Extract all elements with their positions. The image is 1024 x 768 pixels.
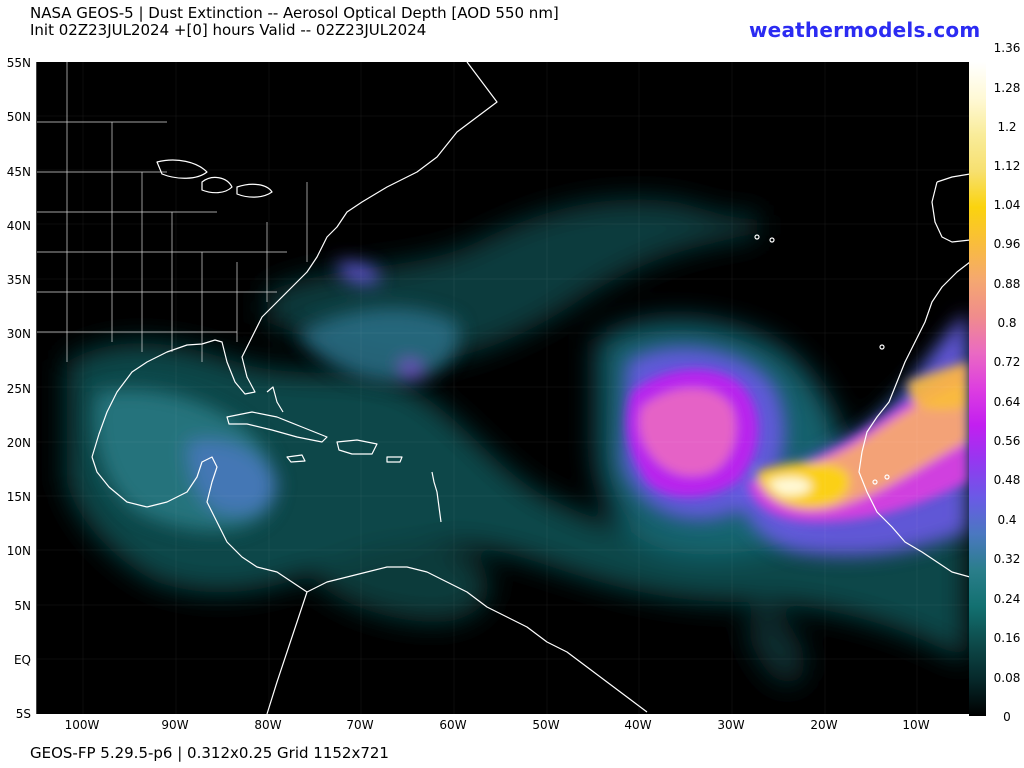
colorbar-label-0.4: 0.4 [997,513,1017,527]
colorbar-label-1.36: 1.36 [993,41,1021,55]
colorbar-label-0: 0 [1003,710,1011,724]
lat-label-20n: 20N [6,436,31,450]
lat-label-40n: 40N [6,219,31,233]
dust-aod-map [36,62,970,714]
lon-label-30w: 30W [717,718,745,732]
colorbar-label-1.28: 1.28 [993,81,1021,95]
colorbar-label-0.64: 0.64 [993,395,1021,409]
lat-label-5n: 5N [14,599,31,613]
colorbar-label-0.56: 0.56 [993,434,1021,448]
brand-link[interactable]: weathermodels.com [749,18,981,42]
lat-label-55n: 55N [6,56,31,70]
lat-label-10n: 10N [6,544,31,558]
lat-label-eq: EQ [13,653,31,667]
colorbar-label-0.16: 0.16 [993,631,1021,645]
colorbar-label-0.32: 0.32 [993,552,1021,566]
lon-label-70w: 70W [346,718,374,732]
colorbar-label-1.2: 1.2 [997,120,1017,134]
lon-label-10w: 10W [902,718,930,732]
map-canvas [37,62,970,714]
colorbar-label-0.24: 0.24 [993,592,1021,606]
colorbar-label-1.12: 1.12 [993,159,1021,173]
colorbar-label-0.8: 0.8 [997,316,1017,330]
aod-colorbar [969,62,986,716]
lat-label-35n: 35N [6,273,31,287]
colorbar-label-1.04: 1.04 [993,198,1021,212]
lat-label-25n: 25N [6,382,31,396]
graticule [37,62,970,714]
coastlines [91,62,970,714]
colorbar-label-0.88: 0.88 [993,277,1021,291]
colorbar-label-0.96: 0.96 [993,237,1021,251]
state-borders [37,62,308,362]
map-title: NASA GEOS-5 | Dust Extinction -- Aerosol… [30,4,559,22]
lat-label-15n: 15N [6,490,31,504]
colorbar-label-0.08: 0.08 [993,671,1021,685]
lat-label-50n: 50N [6,110,31,124]
lon-label-60w: 60W [439,718,467,732]
lon-label-100w: 100W [64,718,100,732]
lon-label-20w: 20W [810,718,838,732]
model-info-footer: GEOS-FP 5.29.5-p6 | 0.312x0.25 Grid 1152… [30,744,389,762]
lon-label-50w: 50W [532,718,560,732]
lat-label-5s: 5S [15,707,31,721]
colorbar-gradient [969,62,986,716]
lat-label-45n: 45N [6,165,31,179]
colorbar-label-0.48: 0.48 [993,473,1021,487]
dust-plume-high [627,362,967,522]
map-valid-time: Init 02Z23JUL2024 +[0] hours Valid -- 02… [30,21,427,39]
colorbar-label-0.72: 0.72 [993,355,1021,369]
lon-label-80w: 80W [254,718,282,732]
lon-label-90w: 90W [161,718,189,732]
lon-label-40w: 40W [624,718,652,732]
lat-label-30n: 30N [6,327,31,341]
